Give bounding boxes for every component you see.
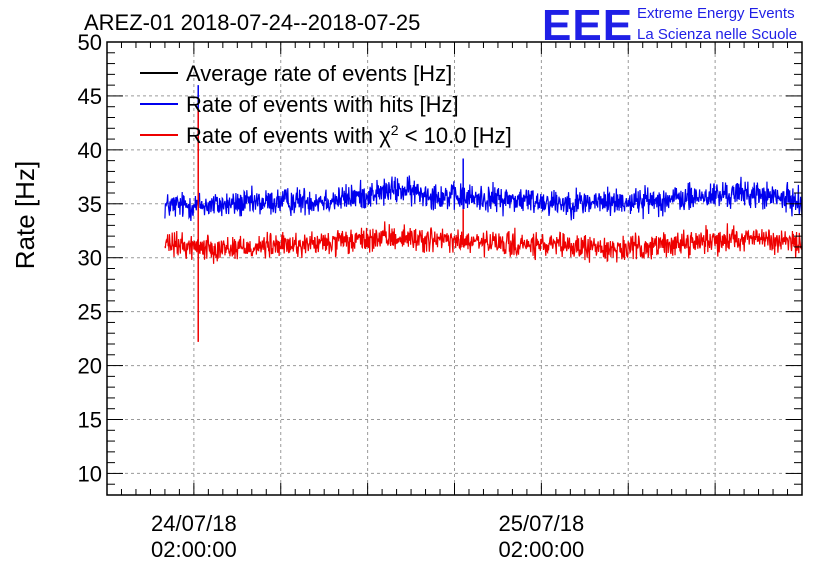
series-line-chi2: [164, 221, 803, 264]
legend-label-hits: Rate of events with hits [Hz]: [186, 92, 459, 117]
x-tick-label-time: 02:00:00: [499, 537, 585, 562]
chart-title: AREZ-01 2018-07-24--2018-07-25: [84, 10, 420, 35]
x-tick-label-date: 25/07/18: [499, 511, 585, 536]
logo: EEE Extreme Energy Events La Scienza nel…: [542, 1, 797, 50]
legend-chi2-sup: 2: [391, 122, 399, 138]
legend-chi2-suffix: < 10.0 [Hz]: [399, 123, 512, 148]
y-axis-label: Rate [Hz]: [10, 161, 40, 269]
legend-label-average: Average rate of events [Hz]: [186, 61, 452, 86]
y-tick-label: 25: [78, 300, 102, 325]
legend-chi2-prefix: Rate of events with: [186, 123, 379, 148]
logo-line-2: La Scienza nelle Scuole: [637, 26, 797, 43]
y-tick-label: 40: [78, 138, 102, 163]
y-tick-label: 10: [78, 461, 102, 486]
tick-layer: 10152025303540455024/07/1802:00:0025/07/…: [78, 30, 803, 562]
legend-chi2-symbol: χ: [379, 123, 391, 148]
y-tick-label: 45: [78, 84, 102, 109]
y-tick-label: 15: [78, 408, 102, 433]
y-tick-label: 30: [78, 246, 102, 271]
x-tick-label-date: 24/07/18: [151, 511, 237, 536]
logo-mark: EEE: [542, 1, 633, 50]
series-line-hits: [164, 175, 803, 221]
y-tick-label: 35: [78, 192, 102, 217]
y-tick-label: 50: [78, 30, 102, 55]
y-tick-label: 20: [78, 354, 102, 379]
legend-label-chi2: Rate of events with χ2 < 10.0 [Hz]: [186, 122, 512, 148]
series-layer: [164, 85, 803, 342]
logo-line-1: Extreme Energy Events: [637, 5, 795, 22]
legend: Average rate of events [Hz] Rate of even…: [140, 61, 512, 148]
x-tick-label-time: 02:00:00: [151, 537, 237, 562]
